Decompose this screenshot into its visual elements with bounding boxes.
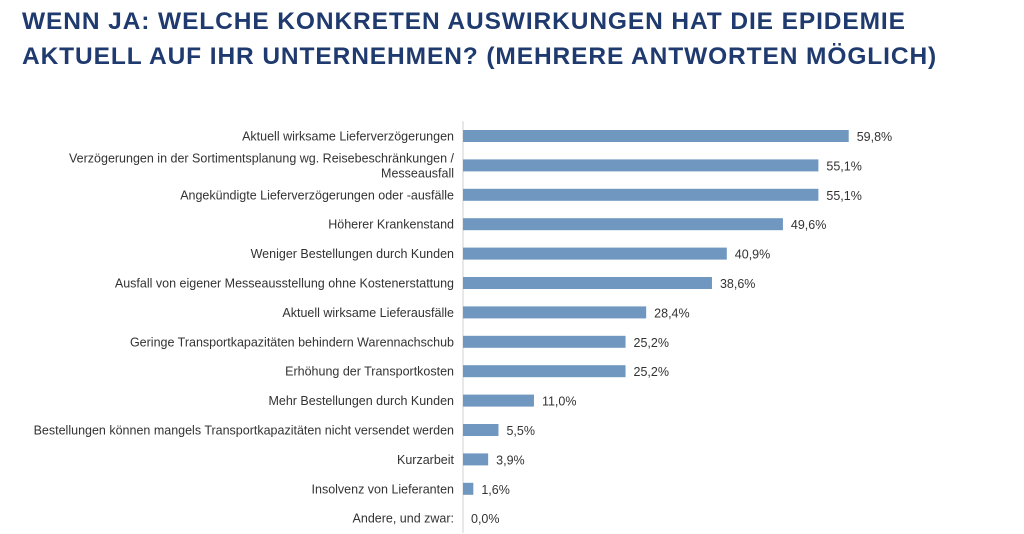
- category-label-7: Aktuell wirksame Lieferausfälle: [282, 306, 454, 320]
- category-label-11: Bestellungen können mangels Transportkap…: [34, 424, 454, 438]
- category-label-2-line-2: Messeausfall: [381, 166, 454, 180]
- category-label-10-line-1: Mehr Bestellungen durch Kunden: [268, 394, 454, 408]
- category-label-13-line-1: Insolvenz von Lieferanten: [312, 482, 455, 496]
- value-label-14: 0,0%: [471, 512, 500, 526]
- value-label-4: 49,6%: [791, 218, 826, 232]
- category-label-9: Erhöhung der Transportkosten: [285, 365, 454, 379]
- bar-9: [463, 365, 626, 378]
- value-label-7: 28,4%: [654, 306, 689, 320]
- category-label-9-line-1: Erhöhung der Transportkosten: [285, 365, 454, 379]
- value-label-13: 1,6%: [481, 483, 510, 497]
- bar-10: [463, 394, 534, 407]
- value-label-12: 3,9%: [496, 453, 525, 467]
- value-label-1: 59,8%: [857, 130, 892, 144]
- bar-5: [463, 247, 727, 260]
- category-label-13: Insolvenz von Lieferanten: [312, 482, 455, 496]
- category-label-10: Mehr Bestellungen durch Kunden: [268, 394, 454, 408]
- category-label-12-line-1: Kurzarbeit: [397, 453, 454, 467]
- bar-7: [463, 306, 647, 319]
- category-label-11-line-1: Bestellungen können mangels Transportkap…: [34, 424, 454, 438]
- bar-13: [463, 482, 474, 495]
- value-label-9: 25,2%: [634, 365, 669, 379]
- category-label-12: Kurzarbeit: [397, 453, 454, 467]
- bar-8: [463, 335, 626, 348]
- value-label-3: 55,1%: [826, 189, 861, 203]
- category-label-8-line-1: Geringe Transportkapazitäten behindern W…: [130, 335, 454, 349]
- value-label-8: 25,2%: [634, 336, 669, 350]
- bar-6: [463, 277, 712, 289]
- chart-title-line-2: AKTUELL AUF IHR UNTERNEHMEN? (MEHRERE AN…: [22, 43, 938, 70]
- category-label-7-line-1: Aktuell wirksame Lieferausfälle: [282, 306, 454, 320]
- category-label-8: Geringe Transportkapazitäten behindern W…: [130, 335, 454, 349]
- value-label-2: 55,1%: [826, 159, 861, 173]
- category-label-3-line-1: Angekündigte Lieferverzögerungen oder -a…: [180, 188, 454, 202]
- category-label-2-line-1: Verzögerungen in der Sortimentsplanung w…: [69, 151, 454, 165]
- category-label-6-line-1: Ausfall von eigener Messeausstellung ohn…: [115, 277, 454, 291]
- chart-title: WENN JA: WELCHE KONKRETEN AUSWIRKUNGEN H…: [22, 4, 1012, 74]
- bar-2: [463, 159, 819, 172]
- bar-1: [463, 130, 849, 142]
- value-label-10: 11,0%: [542, 395, 577, 409]
- value-label-11: 5,5%: [506, 424, 534, 438]
- bar-11: [463, 424, 499, 436]
- value-labels-group: 59,8% 55,1% 55,1% 49,6% 40,9% 38,6% 28,4% 25,2%…: [471, 130, 892, 526]
- bar-12: [463, 453, 489, 466]
- category-label-1: Aktuell wirksame Lieferverzögerungen: [242, 130, 454, 144]
- category-label-5-line-1: Weniger Bestellungen durch Kunden: [251, 247, 454, 261]
- bars-group: [463, 130, 849, 495]
- category-label-3: Angekündigte Lieferverzögerungen oder -a…: [180, 188, 454, 202]
- chart-title-line-1: WENN JA: WELCHE KONKRETEN AUSWIRKUNGEN H…: [22, 8, 906, 35]
- value-label-5: 40,9%: [735, 248, 770, 262]
- category-label-6: Ausfall von eigener Messeausstellung ohn…: [115, 277, 454, 291]
- value-label-6: 38,6%: [720, 277, 755, 291]
- category-label-14-line-1: Andere, und zwar:: [353, 512, 454, 526]
- category-label-14: Andere, und zwar:: [353, 512, 454, 526]
- bar-4: [463, 218, 783, 231]
- category-label-5: Weniger Bestellungen durch Kunden: [251, 247, 454, 261]
- category-labels-group: Aktuell wirksame Lieferverzögerungen Verz…: [34, 130, 455, 526]
- category-label-4-line-1: Höherer Krankenstand: [328, 218, 454, 232]
- category-label-1-line-1: Aktuell wirksame Lieferverzögerungen: [242, 130, 454, 144]
- category-label-2: Verzögerungen in der Sortimentsplanung w…: [69, 151, 454, 180]
- bar-3: [463, 188, 819, 201]
- category-label-4: Höherer Krankenstand: [328, 218, 454, 232]
